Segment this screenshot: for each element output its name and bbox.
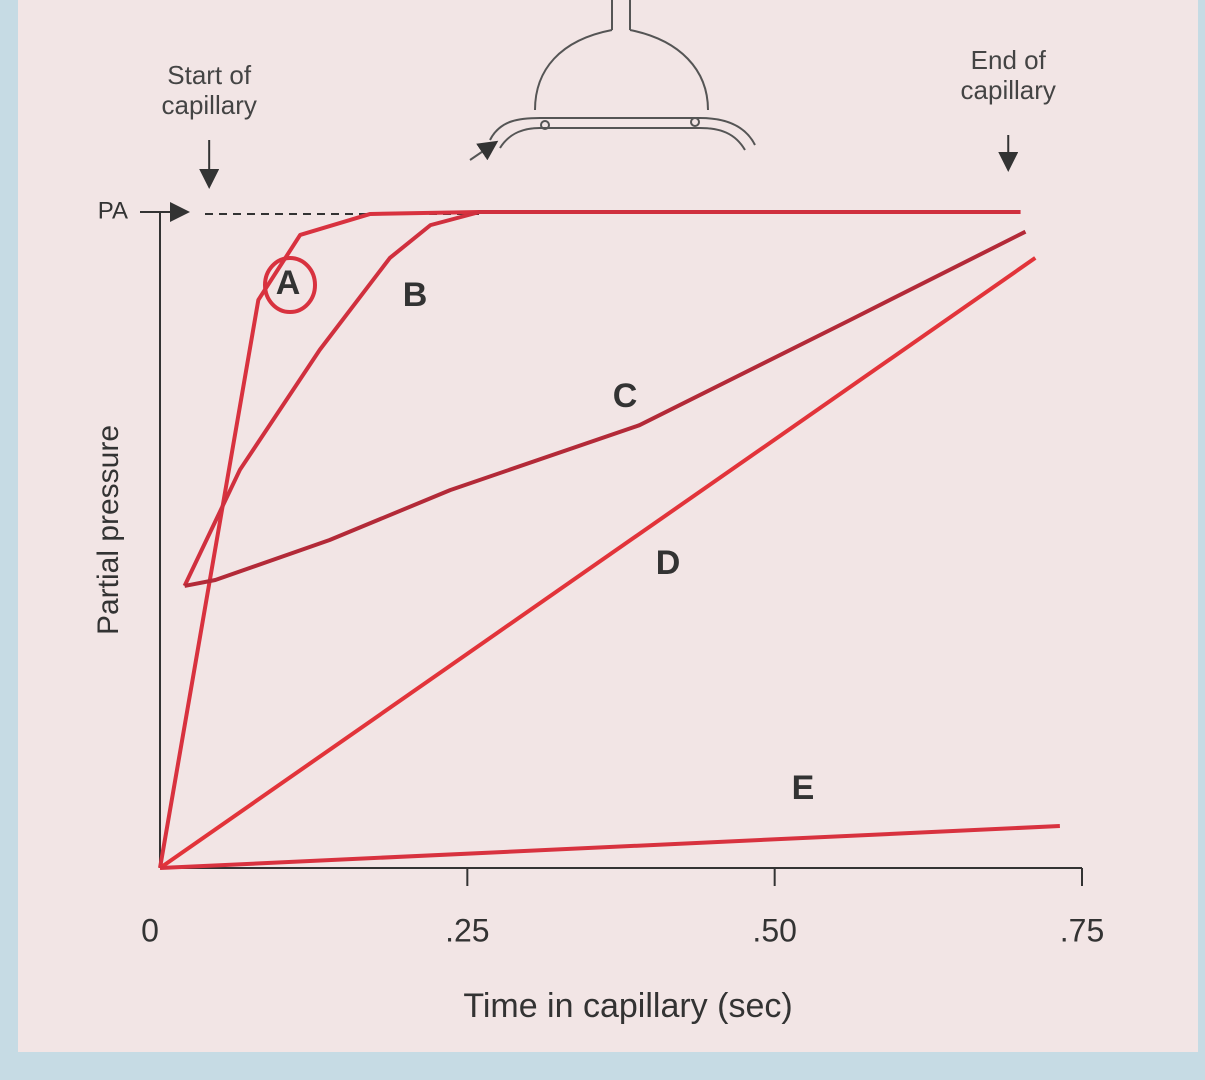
x-tick-label: .25 xyxy=(445,912,489,948)
y-axis-label: Partial pressure xyxy=(92,425,125,635)
annotation: Start of capillary xyxy=(161,60,257,120)
circle-annotation xyxy=(263,256,317,314)
annotation: End of capillary xyxy=(960,45,1056,105)
x-tick-label: .75 xyxy=(1060,912,1104,948)
curve xyxy=(158,256,1037,870)
curve xyxy=(182,210,1021,587)
curve xyxy=(159,824,1060,870)
curve-label: E xyxy=(792,769,815,807)
x-tick-label: .50 xyxy=(752,912,796,948)
y-tick-label: PA xyxy=(98,197,128,224)
curve-label: D xyxy=(656,544,681,582)
x-tick-label: 0 xyxy=(141,912,159,948)
curve-label: B xyxy=(403,276,428,314)
x-axis-label: Time in capillary (sec) xyxy=(463,987,792,1025)
apparatus xyxy=(469,0,756,161)
curve-label: C xyxy=(613,377,638,415)
curve-label: A xyxy=(276,264,301,302)
curve xyxy=(184,229,1027,588)
